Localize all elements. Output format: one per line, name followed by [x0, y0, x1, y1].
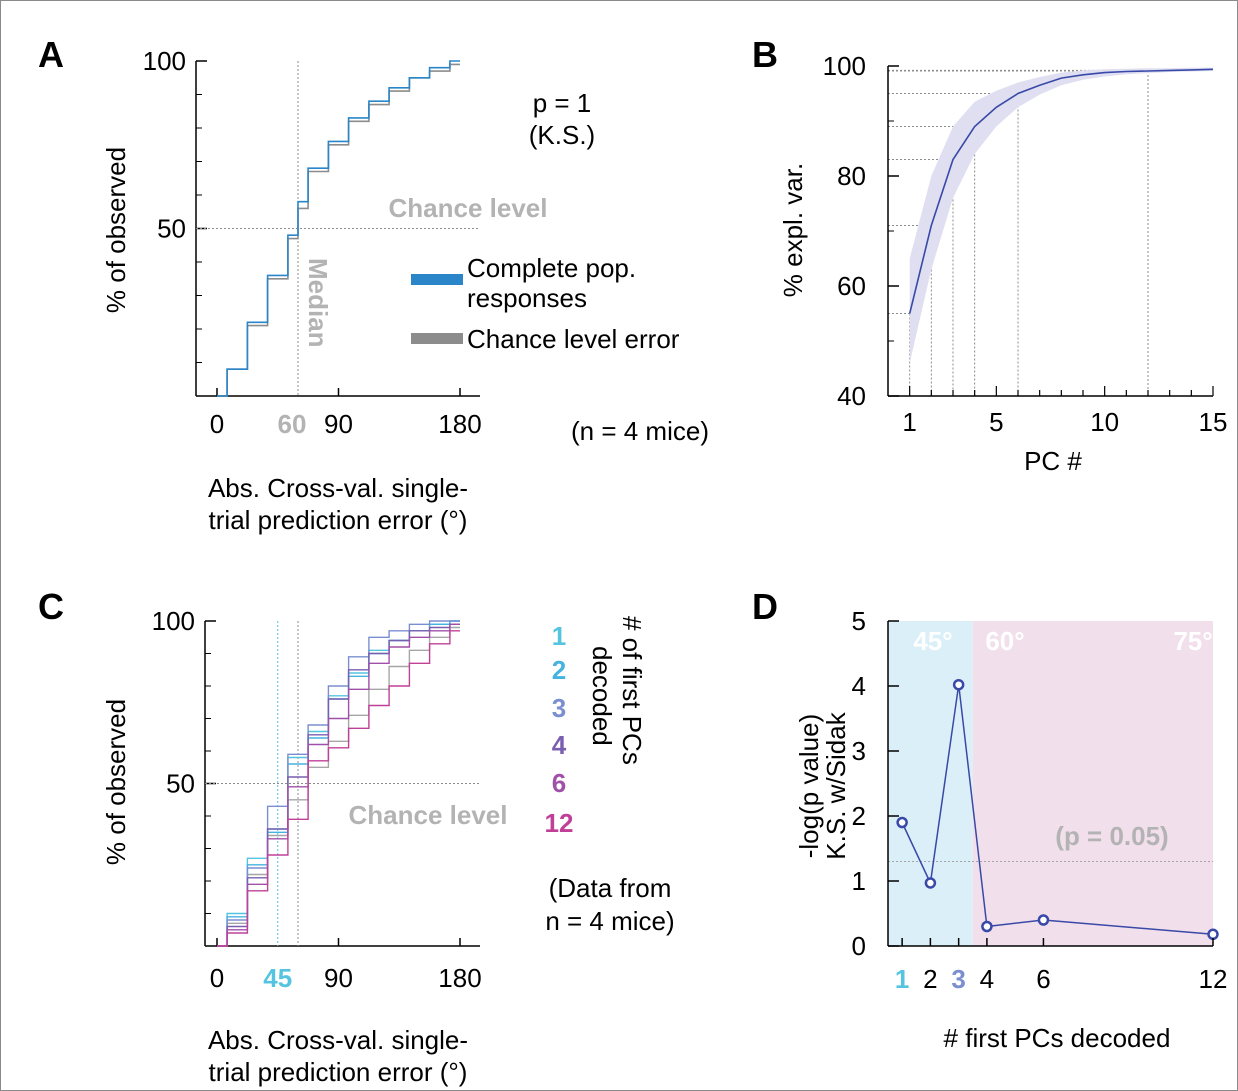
panel-b-ylabel: % expl. var. [778, 163, 808, 297]
panel-c-legend-label-1: 1 [552, 621, 566, 651]
panel-b-y-tick-label-80: 80 [837, 161, 866, 191]
panel-d-y-tick-label-1: 1 [852, 866, 866, 896]
panel-b-x-tick-label-10: 10 [1090, 407, 1119, 437]
panel-a-median-tick-label: 60 [278, 409, 307, 439]
panel-b-x-tick-label-1: 1 [902, 407, 916, 437]
panel-c-chance-series [217, 626, 460, 947]
panel-c-xlabel-line2: trial prediction error (°) [209, 1057, 468, 1087]
panel-d-point-4 [981, 920, 993, 933]
panel-b-x-tick-label-15: 15 [1199, 407, 1228, 437]
panel-a-stat-p: p = 1 [533, 88, 592, 118]
panel-d-x-tick-label-12: 12 [1199, 964, 1228, 994]
panel-b-xlabel: PC # [1024, 446, 1082, 476]
panel-a-n-note: (n = 4 mice) [571, 416, 709, 446]
panel-b-y-tick-label-100: 100 [823, 51, 866, 81]
panel-b-x-tick-label-5: 5 [989, 407, 1003, 437]
panel-a-x-tick-label-90: 90 [324, 409, 353, 439]
panel-d-y-tick-label-4: 4 [852, 671, 866, 701]
panel-d-region-1 [972, 621, 1213, 946]
panel-c-x-tick-label-90: 90 [324, 963, 353, 993]
panel-d-y-tick-label-2: 2 [852, 801, 866, 831]
panel-label-d: D [752, 586, 778, 627]
panel-c-legend-label-6: 6 [552, 768, 566, 798]
panel-c-legend-label-4: 4 [552, 730, 567, 760]
panel-d-line [901, 684, 1214, 936]
panel-c-legend-title-line1: # of first PCs [617, 616, 647, 765]
panel-c-marker-tick-label: 45 [263, 963, 292, 993]
panel-a-xlabel-line2: trial prediction error (°) [209, 505, 468, 535]
panel-b: PC # % expl. var. [778, 163, 1082, 476]
panel-d-point-1 [896, 816, 908, 829]
panel-d-y-tick-label-5: 5 [852, 606, 866, 636]
panel-a-y-tick-label-50: 50 [157, 214, 186, 244]
panel-a-ylabel: % of observed [101, 147, 131, 313]
panel-a-y-tick-label-100: 100 [143, 46, 186, 76]
panel-c-note-line2: n = 4 mice) [545, 906, 674, 936]
panel-a-legend-swatch-chance [411, 333, 463, 344]
panel-a-legend-complete-line1: Complete pop. [467, 253, 636, 283]
panel-b-mean-line [908, 68, 1214, 314]
panel-d-x-tick-label-2: 2 [923, 964, 937, 994]
panel-c-series-4 [217, 623, 460, 947]
panel-c-legend-label-12: 12 [545, 808, 574, 838]
panel-d-region-label-2: 75° [1173, 626, 1212, 656]
panel-c-ylabel: % of observed [101, 699, 131, 865]
panel-c-series-12 [217, 630, 460, 947]
panel-d-x-tick-label-1: 1 [895, 964, 909, 994]
panel-c: Abs. Cross-val. single- trial prediction… [101, 616, 675, 1087]
panel-d-ylabel-line1: -log(p value) [794, 714, 824, 859]
panel-d-x-tick-label-3: 3 [951, 964, 965, 994]
panel-d-point-12 [1207, 928, 1219, 941]
panel-d: # first PCs decoded -log(p value) K.S. w… [794, 711, 1170, 1053]
panel-d-x-tick-label-4: 4 [980, 964, 994, 994]
panel-c-x-tick-label-180: 180 [438, 963, 481, 993]
panel-label-c: C [38, 586, 64, 627]
panel-d-x-tick-label-6: 6 [1036, 964, 1050, 994]
panel-a-xlabel-line1: Abs. Cross-val. single- [208, 473, 468, 503]
panel-d-threshold-label: (p = 0.05) [1055, 821, 1168, 851]
panel-d-y-tick-label-0: 0 [852, 931, 866, 961]
panel-b-y-tick-label-40: 40 [837, 381, 866, 411]
panel-c-legend-title-line2: decoded [587, 646, 617, 746]
panel-d-region-label-0: 45° [913, 626, 952, 656]
panel-d-point-3 [952, 678, 965, 691]
panel-a-stat-test: (K.S.) [529, 120, 595, 150]
panel-d-region-label-1: 60° [985, 626, 1024, 656]
panel-c-note-line1: (Data from [549, 873, 672, 903]
panel-c-series-6 [217, 623, 460, 947]
panel-a-chance-label: Chance level [389, 193, 548, 223]
panel-label-a: A [38, 34, 64, 75]
panel-d-y-tick-label-3: 3 [852, 736, 866, 766]
panel-a: p = 1 (K.S.) (n = 4 mice) Abs. Cross-val… [101, 88, 709, 535]
panel-c-chance-label: Chance level [349, 800, 508, 830]
panel-d-point-2 [924, 877, 937, 889]
panel-label-b: B [752, 34, 778, 75]
panel-c-legend-label-3: 3 [552, 693, 566, 723]
panel-c-xlabel-line1: Abs. Cross-val. single- [208, 1025, 468, 1055]
panel-a-legend-swatch-complete [411, 274, 463, 285]
panel-d-point-6 [1037, 914, 1050, 926]
panel-a-median-label: Median [303, 258, 333, 348]
panel-a-legend-complete-line2: responses [467, 283, 587, 313]
panel-c-legend-label-2: 2 [552, 655, 566, 685]
panel-a-x-tick-label-0: 0 [210, 409, 224, 439]
panel-a-series-complete-pop-responses [217, 60, 460, 397]
panel-c-series-3 [217, 620, 460, 947]
panel-d-xlabel: # first PCs decoded [944, 1023, 1171, 1053]
panel-c-y-tick-label-100: 100 [152, 606, 195, 636]
panel-d-region-0 [888, 621, 973, 946]
panel-a-x-tick-label-180: 180 [438, 409, 481, 439]
panel-c-x-tick-label-0: 0 [210, 963, 224, 993]
panel-a-legend-chance: Chance level error [467, 324, 680, 354]
panel-c-y-tick-label-50: 50 [166, 769, 195, 799]
panel-d-ylabel-line2: K.S. w/Sidak [821, 711, 851, 859]
panel-b-y-tick-label-60: 60 [837, 271, 866, 301]
